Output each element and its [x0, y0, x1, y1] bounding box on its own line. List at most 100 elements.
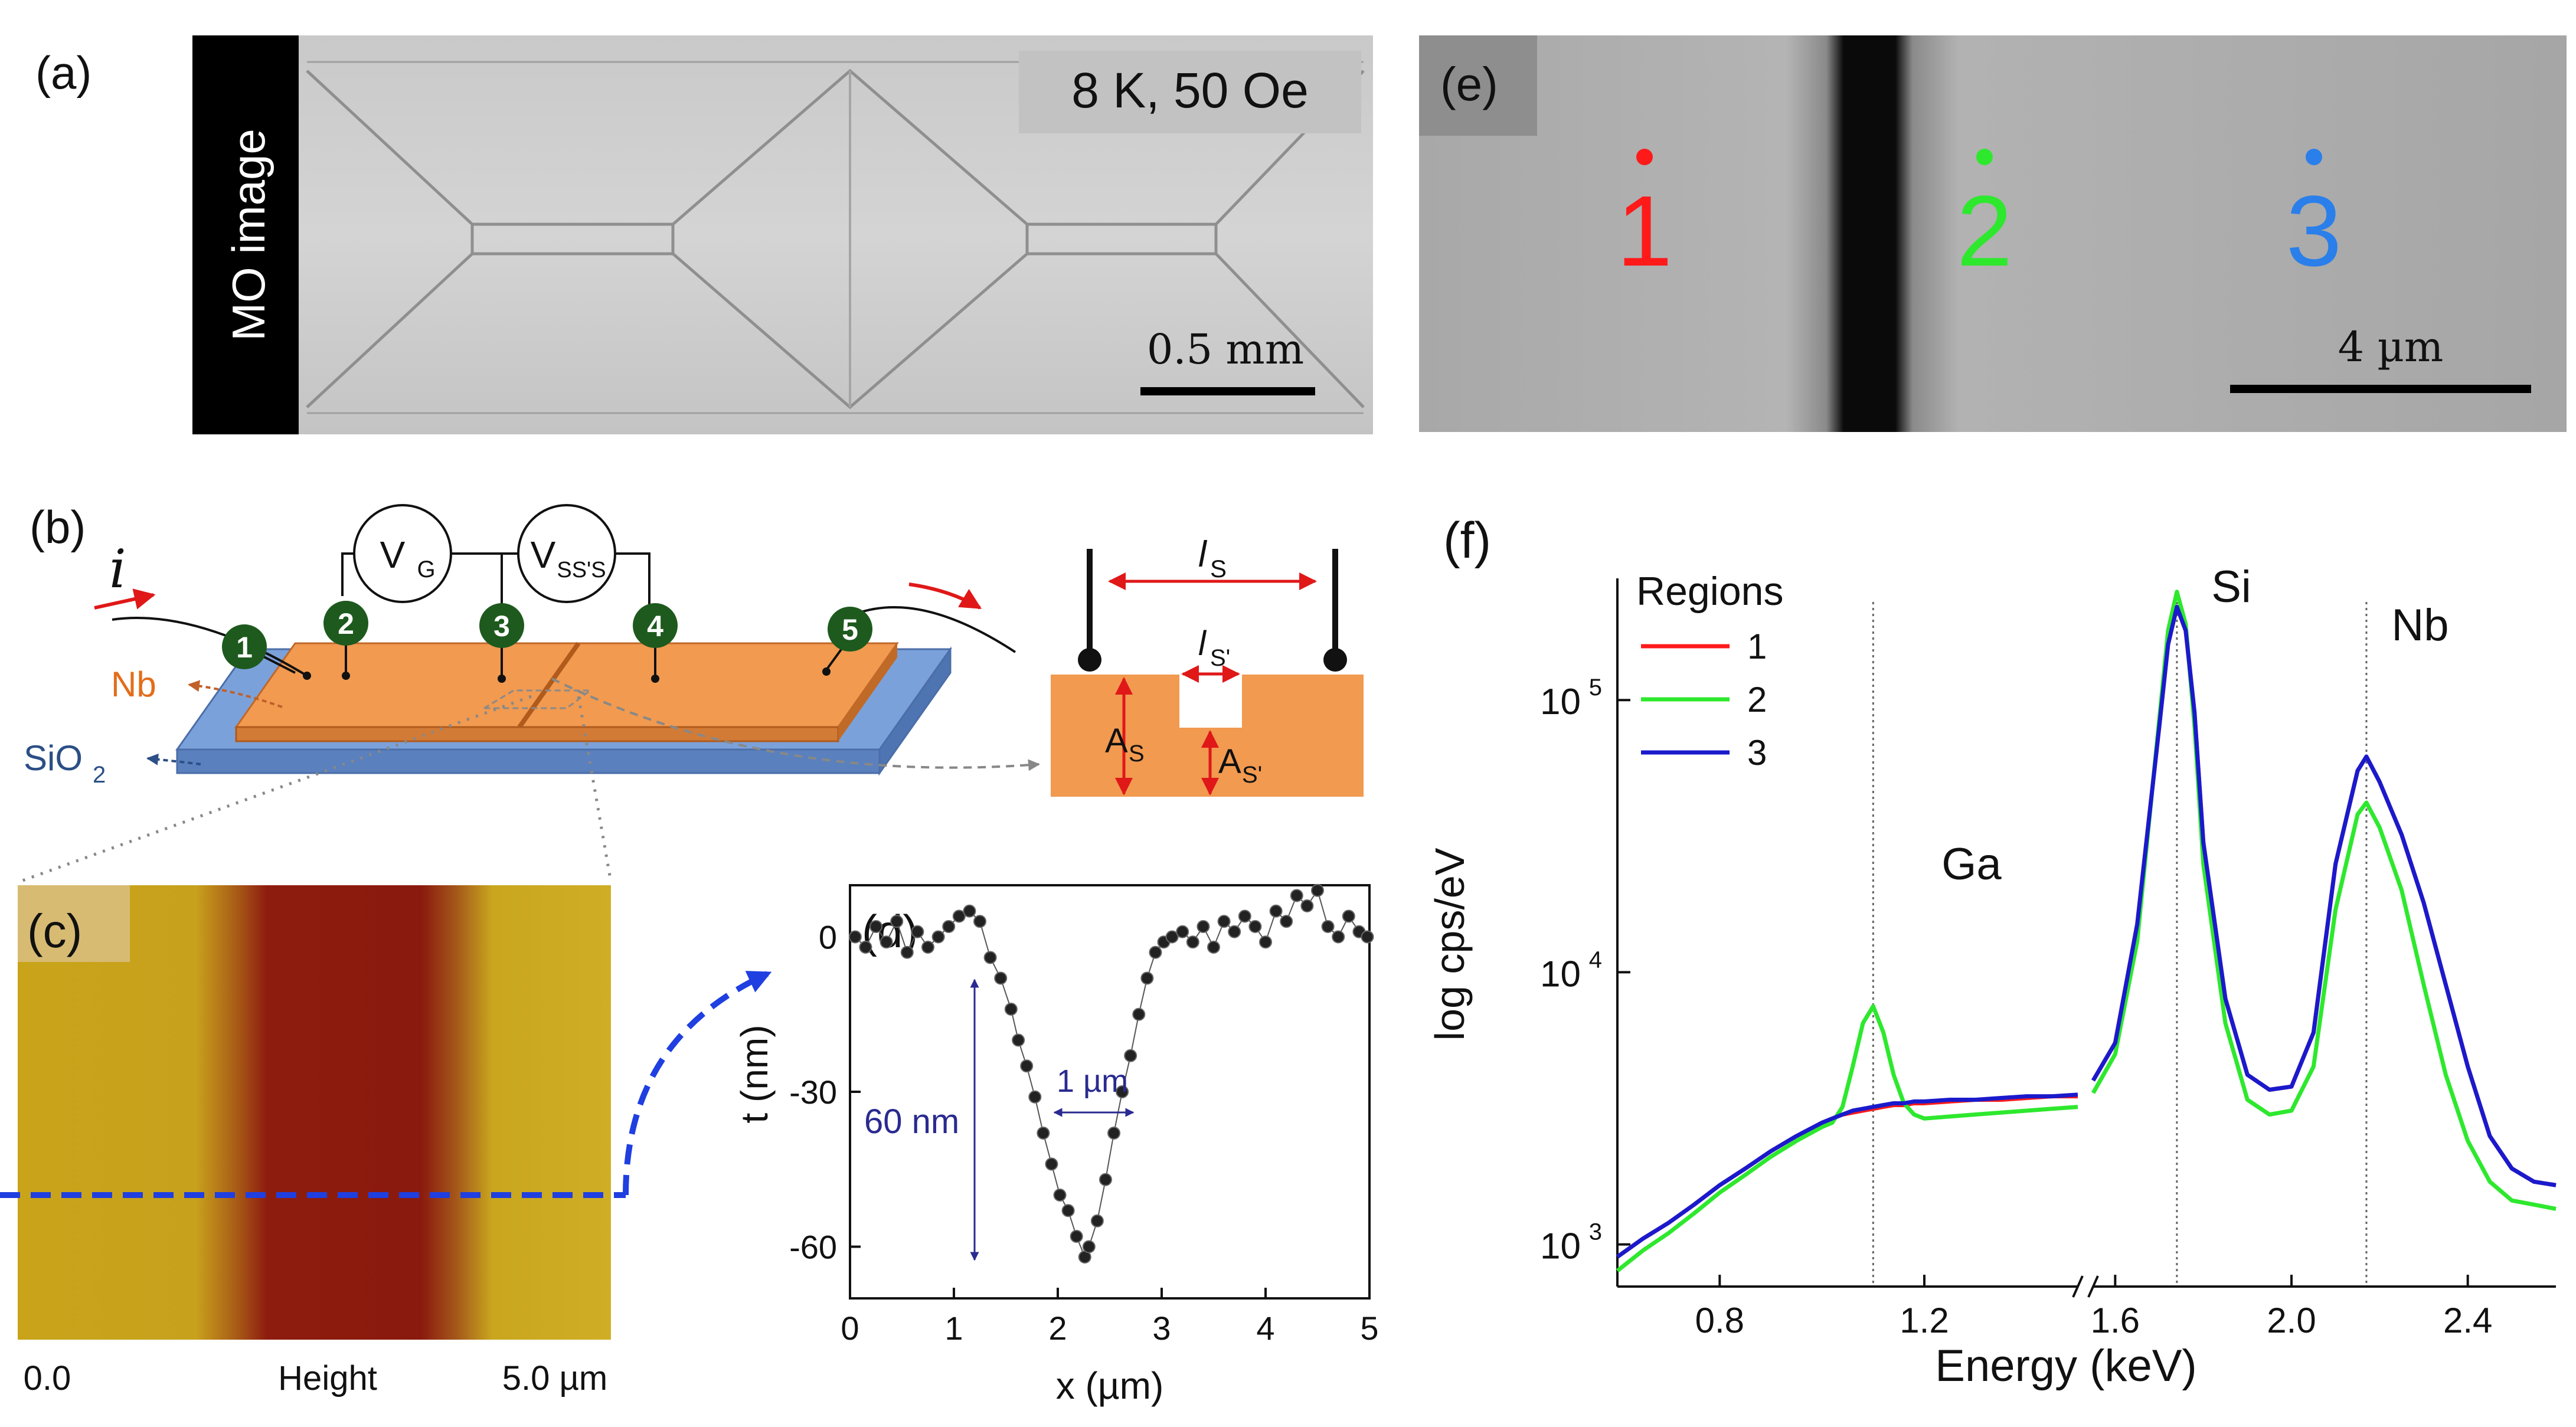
chart-d-point: [1037, 1127, 1050, 1140]
nb-label: Nb: [111, 665, 156, 704]
panel-b: (b) V G V SS'S: [24, 501, 1364, 797]
chart-d-point: [1149, 945, 1162, 959]
sio2-label: SiO: [24, 738, 83, 778]
contact-3: 3: [479, 603, 524, 648]
chart-d-point: [931, 930, 945, 944]
chart-d-point: [1280, 915, 1293, 928]
current-in-arrow: [94, 588, 156, 610]
contact-1: 1: [222, 624, 267, 669]
svg-text:V: V: [531, 534, 556, 576]
panel-c-label: (c): [27, 905, 82, 957]
chart-d-point: [1124, 1049, 1137, 1062]
svg-text:S: S: [1129, 741, 1145, 767]
width-annotation: 1 µm: [1057, 1063, 1128, 1099]
panel-e: (e) 1 2 3 4 µm: [1419, 35, 2567, 432]
chart-f-axis-break: [2087, 1275, 2099, 1298]
legend-entry-1: 1: [1747, 627, 1767, 666]
chart-d-xtick-label: 0: [841, 1310, 859, 1347]
contact-wires: [112, 606, 1016, 679]
ls-label: l: [1198, 534, 1208, 575]
chart-d-point: [1207, 941, 1220, 954]
legend-title: Regions: [1636, 569, 1784, 614]
sem-scale-bar: [2230, 385, 2531, 393]
chart-d-point: [1238, 909, 1251, 923]
nb-groove: [517, 642, 581, 729]
chart-d-point: [1045, 1157, 1058, 1171]
contact-points: [303, 667, 831, 683]
panel-b-label: (b): [30, 501, 86, 553]
chart-d-point: [1197, 920, 1210, 933]
svg-text:S': S': [1242, 762, 1262, 788]
chart-d-point: [942, 920, 956, 933]
svg-text:1: 1: [236, 631, 253, 664]
as-label: A: [1105, 722, 1128, 760]
chart-f-ylabel: log cps/eV: [1427, 847, 1473, 1040]
chart-f-ytick-label: 10: [1540, 954, 1581, 994]
chart-f-ytick-label: 10: [1540, 1226, 1581, 1267]
chart-d-point: [1020, 1059, 1034, 1073]
panel-f-label: (f): [1443, 512, 1491, 569]
chart-d-point: [1099, 1173, 1112, 1186]
chart-d-point: [1228, 925, 1241, 938]
svg-text:S: S: [1210, 555, 1227, 582]
chart-d-point: [1269, 904, 1283, 918]
chart-d-point: [1165, 930, 1179, 944]
afm-label-box: [18, 885, 130, 962]
chart-d-xlabel: x (µm): [1056, 1364, 1164, 1407]
chart-d-xtick-label: 1: [944, 1310, 963, 1347]
chart-d-point: [1248, 920, 1262, 933]
chart-f-ytick-exponent: 4: [1589, 947, 1602, 973]
afm-profile-arrow: [623, 971, 772, 1196]
chart-f-xtick-label: 0.8: [1695, 1301, 1744, 1340]
chart-d-point: [890, 915, 904, 928]
chart-d-point: [900, 945, 914, 959]
peak-label-ga: Ga: [1941, 839, 2002, 889]
chart-d-point: [1090, 1214, 1104, 1228]
chart-d-annotations: 60 nm 1 µm: [864, 978, 1135, 1261]
region-2-label: 2: [1957, 175, 2013, 287]
chart-f-series-1: [1616, 1094, 2078, 1259]
region-3-label: 3: [2286, 175, 2342, 287]
chart-d-point: [1290, 889, 1303, 902]
chart-d-point: [952, 909, 966, 923]
chart-d-frame: [849, 884, 1371, 1300]
peak-label-si: Si: [2211, 562, 2251, 612]
svg-text:2: 2: [93, 762, 106, 788]
chart-f-ytick-exponent: 3: [1589, 1219, 1602, 1245]
chart-d-point: [1361, 930, 1374, 944]
panel-e-label: (e): [1440, 58, 1498, 110]
chart-d-ylabel: t (nm): [733, 1025, 776, 1123]
current-symbol: i: [109, 538, 126, 600]
mo-side-band: [192, 35, 299, 434]
chart-d-point: [1300, 899, 1314, 912]
chart-f-ytick-label: 10: [1540, 682, 1581, 722]
region-3-marker: [2306, 149, 2322, 165]
chart-d-point: [848, 930, 862, 944]
chart-d-point: [1332, 930, 1345, 944]
mo-condition-label: 8 K, 50 Oe: [1071, 63, 1309, 118]
chart-f-xtick-label: 1.2: [1900, 1301, 1949, 1340]
chart-f-series-2: [2091, 590, 2557, 1211]
svg-text:2: 2: [338, 607, 354, 640]
chart-d-xtick-label: 3: [1152, 1310, 1171, 1347]
nb-cross-section: [1051, 675, 1364, 797]
svg-text:S': S': [1210, 645, 1230, 671]
svg-text:SS'S: SS'S: [557, 558, 606, 582]
chart-d-point: [911, 925, 924, 938]
chart-d-point: [869, 920, 882, 933]
chart-d-ytick-label: -30: [789, 1073, 837, 1111]
chart-d-point: [1132, 1007, 1146, 1021]
chart-d-point: [1012, 1033, 1025, 1047]
ls-prime-label: l: [1198, 624, 1207, 663]
chart-d-point: [1070, 1230, 1083, 1243]
afm-axis-title: Height: [278, 1359, 377, 1397]
chart-f-xlabel: Energy (keV): [1935, 1341, 2197, 1391]
region-1-label: 1: [1617, 175, 1673, 287]
chart-d-point: [921, 941, 934, 954]
mo-condition-box: [1019, 51, 1361, 133]
svg-text:3: 3: [493, 610, 510, 643]
chart-f-legend: Regions 1 2 3: [1636, 569, 1784, 773]
panel-a: (a) MO image 8 K, 50 Oe 0.5 mm: [35, 35, 1373, 434]
mo-side-label: MO image: [223, 129, 274, 341]
